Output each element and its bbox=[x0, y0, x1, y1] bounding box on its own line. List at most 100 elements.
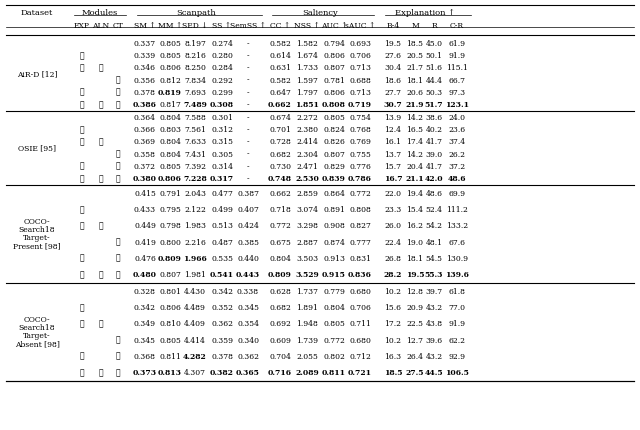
Text: ✓: ✓ bbox=[116, 238, 120, 246]
Text: 2.122: 2.122 bbox=[184, 206, 206, 214]
Text: 2.043: 2.043 bbox=[184, 190, 206, 198]
Text: 0.682: 0.682 bbox=[269, 150, 291, 158]
Text: 0.362: 0.362 bbox=[237, 352, 259, 360]
Text: 16.7: 16.7 bbox=[384, 175, 403, 182]
Text: 2.471: 2.471 bbox=[296, 163, 318, 170]
Text: -: - bbox=[246, 126, 250, 134]
Text: 0.582: 0.582 bbox=[269, 77, 291, 84]
Text: 0.811: 0.811 bbox=[322, 368, 346, 376]
Text: 8.216: 8.216 bbox=[184, 52, 206, 60]
Text: 0.358: 0.358 bbox=[134, 150, 156, 158]
Text: 7.834: 7.834 bbox=[184, 77, 206, 84]
Text: 0.806: 0.806 bbox=[323, 52, 345, 60]
Text: 38.6: 38.6 bbox=[426, 114, 443, 122]
Text: 0.824: 0.824 bbox=[323, 126, 345, 134]
Text: 7.228: 7.228 bbox=[183, 175, 207, 182]
Text: 0.827: 0.827 bbox=[349, 222, 371, 230]
Text: ✓: ✓ bbox=[80, 89, 84, 96]
Text: 22.4: 22.4 bbox=[385, 238, 401, 246]
Text: 0.772: 0.772 bbox=[269, 222, 291, 230]
Text: 0.582: 0.582 bbox=[269, 40, 291, 48]
Text: 0.808: 0.808 bbox=[349, 206, 371, 214]
Text: 92.9: 92.9 bbox=[449, 352, 465, 360]
Text: 91.9: 91.9 bbox=[449, 52, 465, 60]
Text: C-R: C-R bbox=[450, 22, 464, 30]
Text: 26.4: 26.4 bbox=[406, 352, 424, 360]
Text: 26.0: 26.0 bbox=[385, 222, 401, 230]
Text: 0.706: 0.706 bbox=[349, 304, 371, 311]
Text: 41.7: 41.7 bbox=[426, 138, 442, 146]
Text: 37.2: 37.2 bbox=[449, 163, 465, 170]
Text: 0.317: 0.317 bbox=[210, 175, 234, 182]
Text: 3.074: 3.074 bbox=[296, 206, 318, 214]
Text: 22.5: 22.5 bbox=[406, 319, 424, 328]
Text: 0.915: 0.915 bbox=[322, 270, 346, 278]
Text: ✓: ✓ bbox=[116, 175, 120, 182]
Text: 0.301: 0.301 bbox=[211, 114, 233, 122]
Text: 16.5: 16.5 bbox=[406, 126, 424, 134]
Text: SemSS ↑: SemSS ↑ bbox=[230, 22, 266, 30]
Text: 26.2: 26.2 bbox=[449, 150, 465, 158]
Text: 0.772: 0.772 bbox=[323, 336, 345, 344]
Text: MM ↑: MM ↑ bbox=[158, 22, 182, 30]
Text: 7.588: 7.588 bbox=[184, 114, 206, 122]
Text: 1.981: 1.981 bbox=[184, 270, 206, 278]
Text: 45.0: 45.0 bbox=[426, 40, 442, 48]
Text: ✓: ✓ bbox=[99, 64, 103, 72]
Text: CC ↑: CC ↑ bbox=[270, 22, 290, 30]
Text: 0.712: 0.712 bbox=[349, 352, 371, 360]
Text: NSS ↑: NSS ↑ bbox=[294, 22, 320, 30]
Text: 22.0: 22.0 bbox=[385, 190, 401, 198]
Text: 0.480: 0.480 bbox=[133, 270, 157, 278]
Text: 0.407: 0.407 bbox=[237, 206, 259, 214]
Text: 2.530: 2.530 bbox=[295, 175, 319, 182]
Text: 0.809: 0.809 bbox=[268, 270, 292, 278]
Text: 4.414: 4.414 bbox=[184, 336, 206, 344]
Text: 0.609: 0.609 bbox=[269, 336, 291, 344]
Text: 0.706: 0.706 bbox=[349, 52, 371, 60]
Text: 2.414: 2.414 bbox=[296, 138, 318, 146]
Text: 21.1: 21.1 bbox=[406, 175, 424, 182]
Text: 15.4: 15.4 bbox=[406, 206, 424, 214]
Text: 15.6: 15.6 bbox=[385, 304, 401, 311]
Text: 0.807: 0.807 bbox=[323, 64, 345, 72]
Text: 0.443: 0.443 bbox=[236, 270, 260, 278]
Text: 0.772: 0.772 bbox=[349, 190, 371, 198]
Text: 0.728: 0.728 bbox=[269, 138, 291, 146]
Text: 0.284: 0.284 bbox=[211, 64, 233, 72]
Text: -: - bbox=[246, 77, 250, 84]
Text: 0.312: 0.312 bbox=[211, 126, 233, 134]
Text: 1.597: 1.597 bbox=[296, 77, 318, 84]
Text: 0.913: 0.913 bbox=[323, 254, 345, 262]
Text: 0.339: 0.339 bbox=[134, 52, 156, 60]
Text: 20.6: 20.6 bbox=[406, 89, 424, 96]
Text: 1.674: 1.674 bbox=[296, 52, 318, 60]
Text: 0.364: 0.364 bbox=[134, 114, 156, 122]
Text: 18.6: 18.6 bbox=[385, 77, 401, 84]
Text: 0.328: 0.328 bbox=[134, 287, 156, 295]
Text: 0.806: 0.806 bbox=[158, 175, 182, 182]
Text: 0.499: 0.499 bbox=[211, 206, 233, 214]
Text: 0.769: 0.769 bbox=[349, 138, 371, 146]
Text: 61.8: 61.8 bbox=[449, 287, 465, 295]
Text: Explanation ↑: Explanation ↑ bbox=[395, 9, 455, 17]
Text: 0.704: 0.704 bbox=[269, 352, 291, 360]
Text: 0.349: 0.349 bbox=[134, 319, 156, 328]
Text: 41.7: 41.7 bbox=[426, 163, 442, 170]
Text: 0.839: 0.839 bbox=[322, 175, 346, 182]
Text: 0.813: 0.813 bbox=[158, 368, 182, 376]
Text: 0.812: 0.812 bbox=[159, 77, 181, 84]
Text: 0.386: 0.386 bbox=[133, 101, 157, 109]
Text: 1.851: 1.851 bbox=[295, 101, 319, 109]
Text: 54.2: 54.2 bbox=[426, 222, 442, 230]
Text: 17.2: 17.2 bbox=[385, 319, 401, 328]
Text: 20.5: 20.5 bbox=[406, 52, 424, 60]
Text: 4.430: 4.430 bbox=[184, 287, 206, 295]
Text: 2.887: 2.887 bbox=[296, 238, 318, 246]
Text: 0.365: 0.365 bbox=[236, 368, 260, 376]
Text: 1.739: 1.739 bbox=[296, 336, 318, 344]
Text: 0.338: 0.338 bbox=[237, 287, 259, 295]
Text: -: - bbox=[246, 114, 250, 122]
Text: ✓: ✓ bbox=[116, 77, 120, 84]
Text: 0.373: 0.373 bbox=[133, 368, 157, 376]
